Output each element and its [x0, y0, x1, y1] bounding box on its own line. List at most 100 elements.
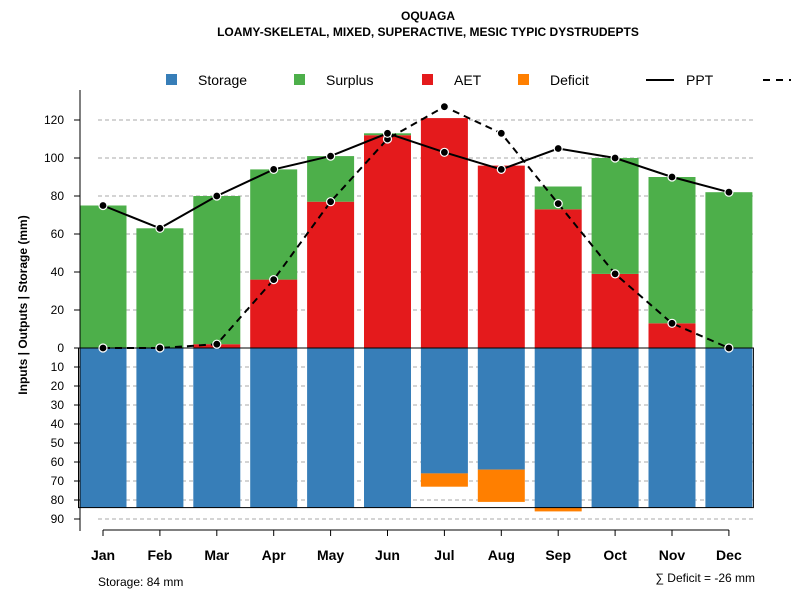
- deficit-bar: [534, 507, 582, 512]
- y-tick-label: 90: [51, 512, 65, 526]
- surplus-bar: [307, 156, 355, 202]
- pet-point: [439, 102, 449, 112]
- x-tick-label: Oct: [603, 547, 627, 563]
- deficit-note: ∑ Deficit = -26 mm: [655, 571, 755, 585]
- y-tick-label: 100: [44, 151, 64, 165]
- y-tick-label: 40: [51, 265, 65, 279]
- ppt-point: [269, 164, 279, 174]
- legend-swatch: [166, 74, 177, 85]
- ppt-point: [610, 153, 620, 163]
- storage-bar: [193, 348, 241, 508]
- pet-point: [724, 343, 734, 353]
- surplus-bar: [534, 186, 582, 210]
- x-tick-label: Jun: [375, 547, 400, 563]
- ppt-point: [667, 172, 677, 182]
- legend-label: Surplus: [326, 72, 373, 88]
- ppt-point: [553, 143, 563, 154]
- legend-swatch: [294, 74, 305, 85]
- storage-bar: [364, 348, 411, 508]
- ppt-point: [496, 164, 506, 174]
- storage-bar: [79, 348, 127, 508]
- x-tick-label: Apr: [262, 547, 287, 563]
- storage-bar: [250, 348, 298, 508]
- y-tick-label: 120: [44, 113, 64, 127]
- surplus-bar: [79, 205, 127, 348]
- y-axis-label: Inputs | Outputs | Storage (mm): [16, 215, 30, 394]
- storage-bar: [136, 348, 184, 508]
- storage-bar: [534, 348, 582, 508]
- storage-bar: [420, 348, 468, 474]
- pet-line: [103, 105, 730, 349]
- x-tick-label: Sep: [545, 547, 571, 563]
- storage-note: Storage: 84 mm: [98, 575, 183, 589]
- chart-subtitle: LOAMY-SKELETAL, MIXED, SUPERACTIVE, MESI…: [217, 25, 639, 39]
- legend-label: PPT: [686, 72, 714, 88]
- x-tick-label: Feb: [147, 547, 172, 563]
- pet-point: [553, 199, 563, 209]
- surplus-bar: [193, 196, 241, 345]
- x-tick-label: Jan: [91, 547, 115, 563]
- storage-bar: [307, 348, 355, 508]
- y-tick-label: 30: [51, 398, 65, 412]
- pet-point: [667, 318, 677, 328]
- ppt-point: [212, 191, 222, 201]
- y-tick-label: 40: [51, 417, 65, 431]
- y-tick-label: 10: [51, 360, 65, 374]
- storage-bar: [648, 348, 696, 508]
- bars: [78, 118, 754, 512]
- x-tick-label: Mar: [204, 547, 229, 563]
- ppt-point: [155, 223, 165, 233]
- pet-point: [610, 269, 620, 279]
- ppt-line: [102, 132, 730, 230]
- pet-point: [496, 128, 506, 138]
- aet-bar: [307, 201, 355, 348]
- legend-swatch: [518, 74, 529, 85]
- y-tick-label: 20: [51, 379, 65, 393]
- ppt-point: [439, 147, 449, 157]
- ppt-point: [98, 200, 108, 211]
- aet-bar: [364, 135, 411, 348]
- y-tick-label: 80: [51, 189, 65, 203]
- aet-bar: [250, 279, 298, 348]
- y-tick-label: 50: [51, 436, 65, 450]
- storage-bar: [705, 348, 753, 508]
- ppt-point: [724, 187, 734, 197]
- pet-point: [326, 197, 336, 207]
- legend-label: Storage: [198, 72, 247, 88]
- x-tick-label: May: [317, 547, 344, 563]
- axes: 0 20 40 60 80 100 120 10 20 30 40 50 60 70 80 90 Jan Feb M…: [44, 90, 742, 563]
- deficit-bar: [420, 473, 468, 487]
- x-tick-label: Aug: [488, 547, 515, 563]
- storage-bar: [591, 348, 639, 508]
- x-tick-label: Jul: [434, 547, 454, 563]
- ppt-point: [326, 151, 336, 161]
- x-tick-label: Nov: [659, 547, 686, 563]
- aet-bar: [591, 273, 639, 348]
- surplus-bar: [591, 158, 639, 274]
- pet-point: [212, 339, 222, 349]
- legend-swatch: [422, 74, 433, 85]
- legend-label: AET: [454, 72, 482, 88]
- ppt-point: [382, 128, 393, 138]
- legend: StorageSurplusAETDeficitPPTPET: [166, 72, 791, 88]
- chart-title: OQUAGA: [401, 9, 455, 23]
- y-tick-label: 0: [57, 341, 64, 355]
- deficit-bar: [477, 469, 525, 502]
- pet-point: [155, 343, 165, 353]
- surplus-bar: [136, 228, 184, 348]
- y-tick-label: 70: [51, 474, 65, 488]
- pet-point: [98, 343, 108, 353]
- aet-bar: [534, 209, 582, 348]
- pet-point: [269, 275, 279, 285]
- aet-bar: [477, 165, 525, 348]
- y-tick-label: 60: [51, 227, 65, 241]
- series-lines: [98, 102, 734, 353]
- legend-label: Deficit: [550, 72, 589, 88]
- y-tick-label: 20: [51, 303, 65, 317]
- surplus-bar: [705, 192, 753, 348]
- surplus-bar: [648, 177, 696, 324]
- y-tick-label: 60: [51, 455, 65, 469]
- x-tick-label: Dec: [716, 547, 742, 563]
- storage-bar: [477, 348, 525, 470]
